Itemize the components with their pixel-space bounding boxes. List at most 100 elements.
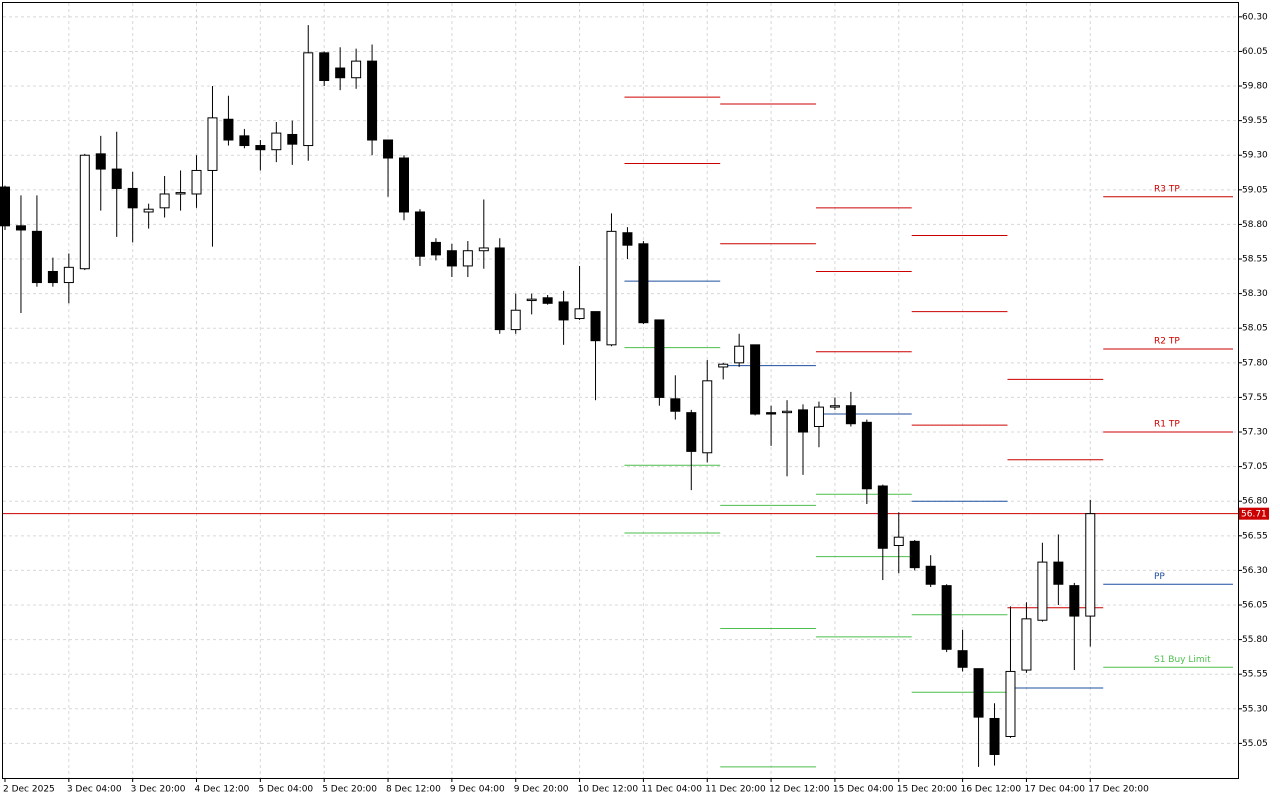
candle xyxy=(989,703,1000,766)
candle-body-down xyxy=(941,585,952,650)
candle xyxy=(622,227,633,260)
candle-body-up xyxy=(207,117,218,171)
candle-body-down xyxy=(542,297,553,304)
candle-body-down xyxy=(670,398,681,412)
candle-body-down xyxy=(111,168,122,189)
candle xyxy=(0,185,10,230)
candle xyxy=(925,555,936,588)
candle xyxy=(813,401,824,448)
candle-body-up xyxy=(829,405,840,408)
candle xyxy=(766,405,777,446)
candle xyxy=(430,238,441,261)
candle-body-down xyxy=(430,241,441,256)
candle xyxy=(893,512,904,574)
candle xyxy=(175,170,186,211)
candle xyxy=(670,375,681,420)
candle xyxy=(909,539,920,571)
candle-body-up xyxy=(813,406,824,427)
y-tick-label: 59.80 xyxy=(1242,82,1268,92)
current-price-badge xyxy=(1239,507,1269,520)
candle-body-down xyxy=(31,230,42,284)
y-tick-label: 59.55 xyxy=(1242,116,1268,126)
candle xyxy=(31,195,42,287)
candle xyxy=(654,319,665,406)
candle xyxy=(63,253,74,304)
candle xyxy=(494,238,505,334)
candle-body-down xyxy=(127,187,138,209)
candle-body-down xyxy=(367,60,378,141)
candle-body-down xyxy=(0,186,10,227)
candle xyxy=(845,391,856,427)
candle-body-up xyxy=(79,154,90,270)
y-tick-label: 55.55 xyxy=(1242,670,1268,680)
candle-body-down xyxy=(861,421,872,490)
y-tick-label: 59.30 xyxy=(1242,151,1268,161)
candle xyxy=(861,419,872,504)
candle-body-up xyxy=(893,536,904,546)
x-tick-label: 17 Dec 04:00 xyxy=(1024,785,1085,795)
plot-frame xyxy=(2,2,1239,779)
candle-body-down xyxy=(877,485,888,549)
candle xyxy=(718,362,729,380)
candle-body-down xyxy=(239,135,250,147)
candle xyxy=(750,344,761,416)
candle xyxy=(734,333,745,367)
y-tick-label: 56.05 xyxy=(1242,601,1268,611)
candle xyxy=(319,51,330,87)
candle xyxy=(798,404,808,475)
y-tick-label: 55.80 xyxy=(1242,635,1268,645)
candle-body-up xyxy=(462,250,473,267)
candle-body-up xyxy=(526,298,537,302)
candle-body-down xyxy=(414,211,425,257)
y-tick-label: 59.05 xyxy=(1242,185,1268,195)
candle-body-down xyxy=(446,250,457,267)
candle-body-down xyxy=(973,668,984,718)
candle xyxy=(941,584,952,653)
y-tick-label: 55.30 xyxy=(1242,704,1268,714)
x-tick-label: 11 Dec 04:00 xyxy=(641,785,702,795)
x-tick-label: 17 Dec 20:00 xyxy=(1088,785,1149,795)
y-tick-label: 58.80 xyxy=(1242,220,1268,230)
candle xyxy=(462,241,473,278)
candle-body-down xyxy=(287,133,298,145)
candle-body-down xyxy=(558,301,569,321)
candle-body-down xyxy=(686,412,697,452)
candle xyxy=(159,175,170,218)
candle xyxy=(829,397,840,410)
x-tick-label: 5 Dec 20:00 xyxy=(322,785,377,795)
candle-body-up xyxy=(303,52,314,147)
x-tick-label: 8 Dec 12:00 xyxy=(386,785,441,795)
candle xyxy=(143,203,154,229)
candle-body-down xyxy=(335,67,346,79)
candle-body-up xyxy=(191,169,202,195)
candle xyxy=(335,47,346,91)
candle-body-down xyxy=(638,243,649,324)
x-tick-label: 5 Dec 04:00 xyxy=(258,785,313,795)
candle-body-down xyxy=(255,145,266,151)
candle xyxy=(15,195,26,313)
candle xyxy=(1005,606,1016,738)
candle xyxy=(877,484,888,581)
candle-body-down xyxy=(654,319,665,398)
candle-body-up xyxy=(1085,513,1096,617)
candle xyxy=(446,243,457,278)
candle xyxy=(702,360,713,463)
candle xyxy=(558,290,569,345)
candle-body-up xyxy=(782,410,793,414)
candle-body-down xyxy=(319,52,330,82)
candle-body-down xyxy=(399,157,409,213)
current-price-label: 56.71 xyxy=(1241,510,1267,520)
x-tick-label: 15 Dec 20:00 xyxy=(897,785,958,795)
candle-body-up xyxy=(143,208,154,213)
candle-body-down xyxy=(15,225,26,231)
candle xyxy=(367,44,378,156)
candle xyxy=(526,293,537,315)
x-tick-label: 16 Dec 12:00 xyxy=(961,785,1022,795)
candle xyxy=(414,209,425,266)
candle-body-up xyxy=(702,380,713,454)
candle xyxy=(957,629,968,672)
y-tick-label: 58.30 xyxy=(1242,289,1268,299)
candle-body-down xyxy=(909,540,920,569)
